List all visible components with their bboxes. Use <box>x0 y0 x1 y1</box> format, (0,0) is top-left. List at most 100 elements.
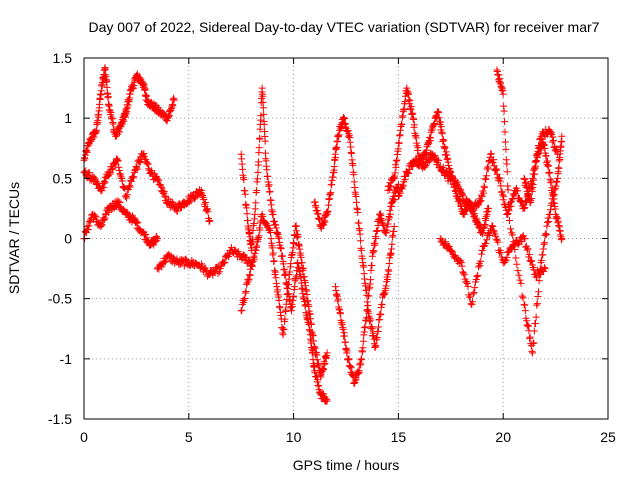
data-point <box>484 163 492 171</box>
data-point <box>105 208 113 216</box>
data-point <box>221 258 229 266</box>
data-points <box>80 64 566 405</box>
data-point <box>504 248 512 256</box>
data-point <box>214 269 222 277</box>
data-point <box>83 223 91 231</box>
x-tick-label: 0 <box>80 429 88 445</box>
data-point <box>352 193 360 201</box>
data-point <box>343 347 351 355</box>
data-point <box>533 301 541 309</box>
data-point <box>133 165 141 173</box>
x-tick-label: 25 <box>600 429 616 445</box>
data-point <box>255 144 263 152</box>
data-point <box>279 260 287 268</box>
data-point <box>414 144 422 152</box>
data-point <box>477 197 485 205</box>
data-point <box>524 245 532 253</box>
data-point <box>282 308 290 316</box>
data-point <box>98 187 106 195</box>
data-point <box>499 191 507 199</box>
data-point <box>106 170 114 178</box>
data-point <box>220 259 228 267</box>
data-point <box>518 292 526 300</box>
data-point <box>330 162 338 170</box>
data-point <box>390 195 398 203</box>
data-point <box>399 183 407 191</box>
data-point <box>355 368 363 376</box>
data-point <box>530 327 538 335</box>
data-point <box>120 184 128 192</box>
data-point <box>471 284 479 292</box>
data-point <box>436 118 444 126</box>
data-point <box>547 129 555 137</box>
data-point <box>101 179 109 187</box>
data-point <box>161 192 169 200</box>
data-point <box>392 163 400 171</box>
data-point <box>482 172 490 180</box>
data-point <box>359 337 367 345</box>
data-point <box>526 256 534 264</box>
data-point <box>385 214 393 222</box>
y-tick-label: -0.5 <box>48 291 72 307</box>
data-point <box>153 265 161 273</box>
data-point <box>255 232 263 240</box>
data-point <box>203 205 211 213</box>
data-point <box>256 134 264 142</box>
data-point <box>497 182 505 190</box>
data-point <box>86 217 94 225</box>
data-point <box>209 271 217 279</box>
data-point <box>361 323 369 331</box>
data-point <box>529 340 537 348</box>
data-point <box>558 235 566 242</box>
data-point <box>521 175 529 183</box>
data-point <box>506 199 514 207</box>
data-point <box>515 239 523 247</box>
data-point <box>115 167 123 175</box>
data-point <box>498 188 506 196</box>
data-point <box>492 235 500 243</box>
data-point <box>333 144 341 152</box>
data-point <box>411 156 419 164</box>
data-point <box>468 301 476 309</box>
data-point <box>521 204 529 212</box>
data-point <box>347 364 355 372</box>
data-point <box>519 294 527 302</box>
data-point <box>148 167 156 175</box>
data-point <box>234 247 242 255</box>
data-point <box>463 198 471 206</box>
data-point <box>136 158 144 166</box>
data-point <box>339 325 347 333</box>
data-point <box>478 192 486 200</box>
data-point <box>386 186 394 194</box>
data-point <box>243 204 251 212</box>
data-point <box>458 191 466 199</box>
data-point <box>528 347 536 355</box>
data-point <box>197 186 205 194</box>
data-point <box>356 230 364 238</box>
data-point <box>459 192 467 200</box>
data-point <box>436 162 444 170</box>
data-point <box>161 258 169 266</box>
data-point <box>493 170 501 178</box>
data-point <box>477 250 485 258</box>
data-point <box>479 189 487 197</box>
data-point <box>152 102 160 110</box>
data-point <box>242 287 250 295</box>
data-point <box>123 194 131 202</box>
data-point <box>491 167 499 175</box>
data-point <box>524 322 532 330</box>
data-point <box>261 137 269 145</box>
data-point <box>255 158 263 166</box>
data-point <box>182 255 190 263</box>
data-point <box>494 238 502 246</box>
data-point <box>501 138 509 146</box>
data-point <box>153 175 161 183</box>
data-point <box>502 145 510 153</box>
data-point <box>349 161 357 169</box>
data-point <box>540 264 548 272</box>
data-point <box>516 276 524 284</box>
data-point <box>121 184 129 192</box>
data-point <box>121 113 129 121</box>
data-point <box>505 200 513 208</box>
data-point <box>457 257 465 265</box>
